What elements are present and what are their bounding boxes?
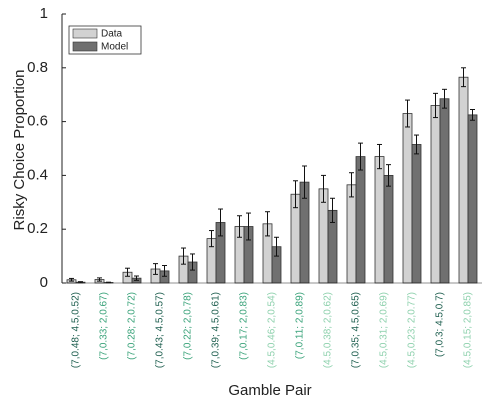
- x-tick-label: (7,0.48; 4.5,0.52): [71, 292, 82, 368]
- error-bar: [106, 281, 111, 284]
- error-bar: [274, 236, 279, 257]
- legend-label: Model: [101, 42, 128, 53]
- bar: [430, 105, 441, 284]
- error-bar: [209, 230, 214, 248]
- error-bar: [265, 211, 270, 237]
- x-tick-label: (7,0.11; 2,0.89): [295, 292, 306, 359]
- x-tick-label: (7,0.22; 2,0.78): [183, 292, 194, 360]
- y-tick-label: 0.2: [27, 220, 48, 237]
- error-bar: [330, 197, 335, 223]
- error-bar: [162, 265, 167, 277]
- x-tick-label: (7,0.35; 4.5,0.65): [351, 292, 362, 368]
- error-bar: [190, 253, 195, 271]
- x-tick-label: (4.5,0.46; 2,0.54): [267, 292, 278, 368]
- bar: [374, 156, 385, 284]
- error-bar: [181, 247, 186, 265]
- error-bar: [237, 215, 242, 238]
- y-tick-label: 1: [40, 5, 48, 22]
- error-bar: [433, 92, 438, 119]
- bar: [458, 76, 469, 284]
- y-tick-label: 0.6: [27, 113, 48, 130]
- error-bar: [386, 164, 391, 187]
- x-tick-label: (4.5,0.38; 2,0.62): [323, 292, 334, 368]
- bar: [467, 114, 478, 284]
- y-tick-label: 0.4: [27, 166, 48, 183]
- y-tick-label: 0: [40, 274, 48, 291]
- x-tick-label: (4.5,0.31; 2,0.69): [379, 292, 390, 368]
- y-axis-title: Risky Choice Proportion: [11, 70, 28, 231]
- bar: [355, 156, 366, 284]
- x-tick-label: (7,0.17; 2,0.83): [239, 292, 250, 360]
- error-bar: [153, 263, 158, 275]
- error-bar: [218, 208, 223, 237]
- bar: [346, 184, 357, 284]
- x-tick-label: (7,0.39; 4.5,0.61): [211, 292, 222, 368]
- error-bar: [349, 172, 354, 198]
- error-bar: [405, 99, 410, 128]
- error-bar: [461, 67, 466, 88]
- x-tick-label: (7,0.3; 4.5,0.7): [435, 292, 446, 357]
- bar: [439, 98, 450, 284]
- legend-swatch: [72, 28, 98, 39]
- bar: [383, 174, 394, 284]
- x-tick-label: (7,0.28; 2,0.72): [127, 292, 138, 360]
- error-bar: [470, 108, 475, 121]
- error-bar: [293, 180, 298, 209]
- y-tick-label: 0.8: [27, 59, 48, 76]
- x-axis-title: Gamble Pair: [228, 382, 311, 399]
- legend-swatch: [72, 41, 98, 52]
- x-tick-label: (7,0.43; 4.5,0.57): [155, 292, 166, 368]
- error-bar: [302, 165, 307, 199]
- error-bar: [442, 88, 447, 109]
- legend-label: Data: [101, 29, 123, 40]
- error-bar: [69, 277, 74, 282]
- x-tick-label: (4.5,0.23; 2,0.77): [407, 292, 418, 368]
- error-bar: [321, 174, 326, 203]
- error-bar: [246, 212, 251, 241]
- error-bar: [358, 142, 363, 171]
- bar: [402, 113, 413, 284]
- x-tick-label: (4.5,0.15; 2,0.85): [463, 292, 474, 368]
- bar: [411, 144, 422, 284]
- error-bar: [125, 267, 130, 277]
- x-tick-label: (7,0.33; 2,0.67): [99, 292, 110, 360]
- bar: [318, 188, 329, 284]
- error-bar: [377, 143, 382, 170]
- error-bar: [134, 275, 139, 281]
- error-bar: [414, 134, 419, 155]
- error-bar: [97, 277, 102, 282]
